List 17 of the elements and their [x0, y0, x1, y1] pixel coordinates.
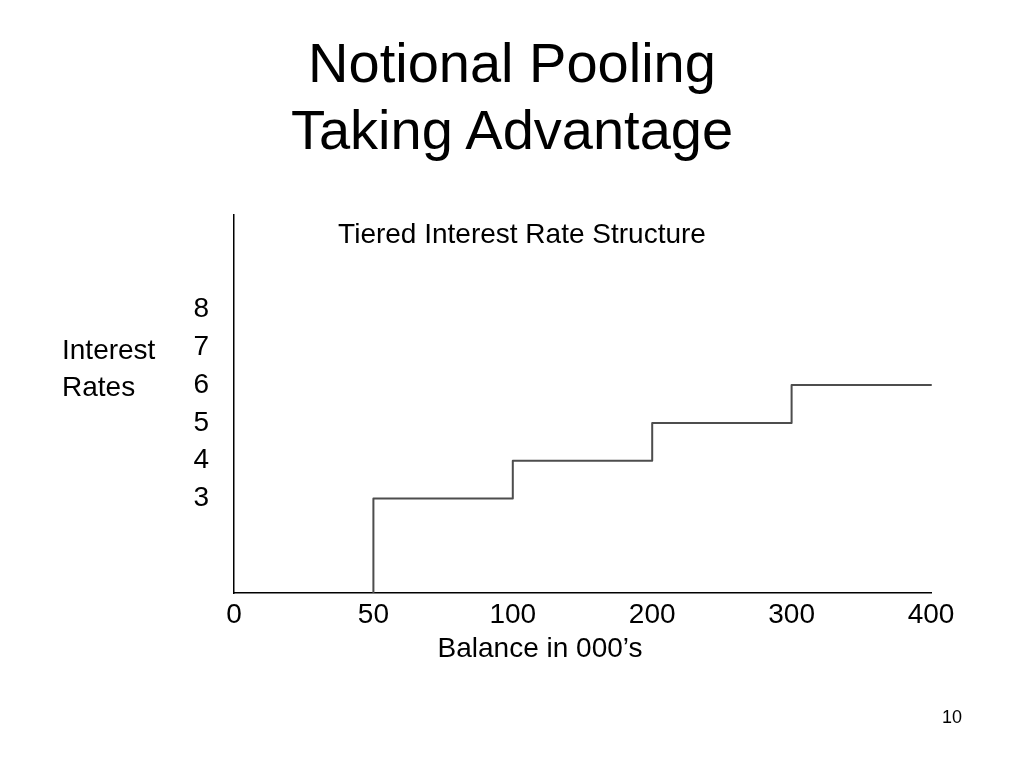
y-tick-label: 5 — [193, 405, 209, 437]
x-tick-label: 0 — [226, 597, 242, 629]
y-tick-label: 3 — [193, 481, 209, 513]
y-tick-label: 8 — [193, 292, 209, 324]
x-axis-title: Balance in 000’s — [436, 631, 644, 665]
x-tick-label: 50 — [357, 597, 389, 629]
x-tick-label: 200 — [628, 597, 676, 629]
y-tick-label: 6 — [193, 367, 209, 399]
x-tick-label: 300 — [768, 597, 815, 629]
y-axis-title: Interest Rates — [62, 333, 157, 404]
chart-title: Notional Pooling Taking Advantage — [289, 30, 735, 163]
text: 10 — [941, 706, 962, 728]
y-tick-label: 7 — [193, 330, 209, 362]
x-tick-label: 400 — [907, 597, 955, 629]
chart-subtitle: Tiered Interest Rate Structure — [337, 217, 707, 251]
y-tick-label: 4 — [193, 443, 209, 475]
x-tick-label: 100 — [489, 597, 537, 629]
